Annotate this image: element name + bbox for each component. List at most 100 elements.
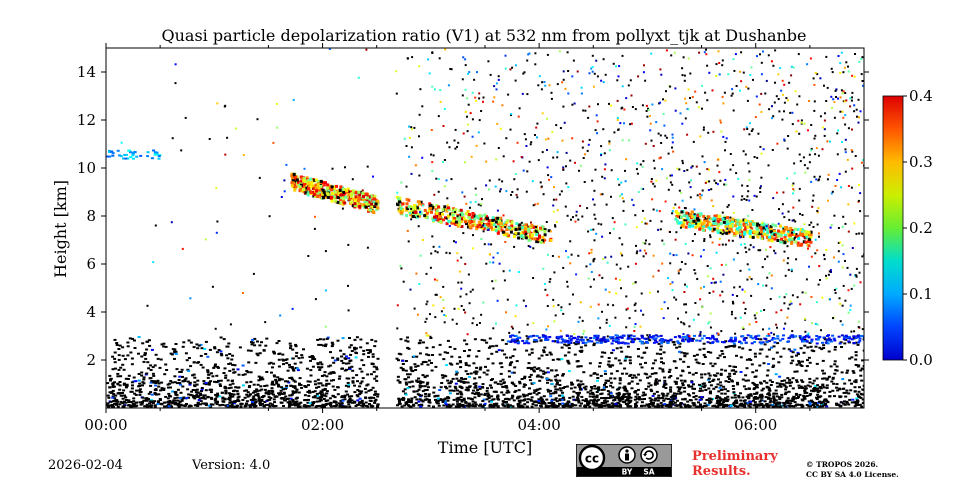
boundary-layer-cell — [617, 388, 621, 391]
boundary-layer-cell — [318, 400, 322, 403]
boundary-layer-cell — [142, 360, 146, 363]
boundary-layer-cell — [119, 400, 123, 403]
boundary-layer-cell — [300, 356, 304, 359]
cirrus-cell — [804, 233, 808, 237]
boundary-layer-cell — [650, 402, 654, 405]
cirrus-cell — [362, 195, 365, 199]
boundary-layer-cell — [651, 404, 655, 407]
boundary-layer-cell — [273, 395, 277, 398]
boundary-layer-cell — [533, 366, 537, 369]
boundary-layer-cell — [833, 395, 836, 398]
cirrus-cell — [521, 231, 525, 235]
boundary-layer-cell — [162, 345, 166, 348]
boundary-layer-cell — [175, 396, 179, 399]
boundary-layer-cell — [191, 389, 195, 391]
boundary-layer-cell — [532, 370, 536, 373]
boundary-layer-cell — [458, 403, 462, 406]
boundary-layer-cell — [715, 372, 719, 375]
noise-cell — [627, 265, 630, 268]
boundary-layer-cell — [678, 350, 681, 353]
boundary-layer-cell — [523, 377, 526, 380]
cirrus-cell — [364, 192, 368, 196]
boundary-layer-cell — [794, 404, 798, 407]
boundary-layer-cell — [280, 378, 284, 381]
cirrus-cell — [719, 222, 723, 226]
boundary-layer-cell — [131, 337, 135, 340]
boundary-layer-cell — [716, 399, 720, 402]
boundary-layer-cell — [147, 339, 151, 342]
boundary-layer-cell — [267, 393, 271, 396]
boundary-layer-cell — [347, 385, 350, 388]
boundary-layer-cell — [153, 380, 157, 383]
cirrus-cell — [712, 221, 716, 225]
boundary-layer-cell — [526, 401, 530, 404]
layer-cell — [637, 338, 641, 340]
boundary-layer-cell — [368, 403, 371, 405]
boundary-layer-cell — [195, 393, 199, 396]
boundary-layer-cell — [156, 380, 160, 383]
boundary-layer-cell — [700, 376, 704, 379]
boundary-layer-cell — [755, 386, 759, 389]
boundary-layer-cell — [177, 379, 181, 381]
boundary-layer-cell — [294, 404, 297, 407]
boundary-layer-cell — [413, 363, 417, 366]
boundary-layer-cell — [617, 394, 621, 397]
boundary-layer-cell — [567, 343, 571, 346]
boundary-layer-cell — [452, 398, 456, 401]
boundary-layer-cell — [298, 382, 301, 385]
boundary-layer-cell — [191, 374, 195, 377]
boundary-layer-cell — [744, 388, 748, 391]
cirrus-cell — [783, 226, 787, 230]
noise-cell — [845, 61, 848, 64]
cirrus-cell — [790, 240, 794, 244]
boundary-layer-cell — [223, 397, 227, 400]
boundary-layer-cell — [528, 376, 532, 378]
cirrus-cell — [427, 210, 431, 213]
boundary-layer-cell — [815, 389, 819, 392]
boundary-layer-cell — [135, 389, 139, 392]
layer-cell — [698, 339, 702, 342]
cirrus-cell — [450, 221, 454, 225]
boundary-layer-cell — [815, 398, 819, 401]
boundary-layer-cell — [749, 400, 753, 403]
cirrus-cell — [736, 218, 740, 222]
cirrus-cell — [363, 200, 367, 204]
layer-cell — [753, 341, 756, 343]
boundary-layer-cell — [848, 357, 852, 360]
boundary-layer-cell — [800, 405, 804, 408]
boundary-layer-cell — [845, 371, 849, 374]
boundary-layer-cell — [667, 376, 671, 379]
boundary-layer-cell — [556, 388, 560, 391]
layer-cell — [157, 155, 161, 158]
cirrus-cell — [350, 192, 354, 196]
boundary-layer-cell — [419, 382, 423, 385]
boundary-layer-cell — [597, 403, 601, 406]
boundary-layer-cell — [661, 404, 665, 407]
layer-cell — [715, 340, 719, 343]
boundary-layer-cell — [277, 392, 281, 395]
boundary-layer-cell — [313, 390, 317, 393]
boundary-layer-cell — [360, 370, 364, 373]
boundary-layer-cell — [782, 347, 786, 350]
boundary-layer-cell — [213, 380, 216, 383]
boundary-layer-cell — [711, 380, 715, 382]
layer-cell — [515, 338, 519, 340]
boundary-layer-cell — [339, 399, 343, 402]
boundary-layer-cell — [181, 397, 185, 400]
layer-cell — [146, 151, 150, 154]
layer-cell — [742, 339, 746, 342]
cirrus-cell — [684, 225, 688, 229]
boundary-layer-cell — [655, 382, 659, 385]
boundary-layer-cell — [629, 399, 633, 402]
layer-cell — [817, 336, 821, 339]
boundary-layer-cell — [413, 396, 417, 399]
boundary-layer-cell — [771, 366, 775, 368]
boundary-layer-cell — [245, 370, 249, 372]
boundary-layer-cell — [288, 377, 292, 379]
boundary-layer-cell — [701, 363, 705, 365]
boundary-layer-cell — [465, 343, 469, 346]
boundary-layer-cell — [533, 400, 537, 403]
boundary-layer-cell — [716, 357, 720, 360]
cirrus-cell — [339, 197, 342, 201]
layer-cell — [131, 151, 135, 154]
